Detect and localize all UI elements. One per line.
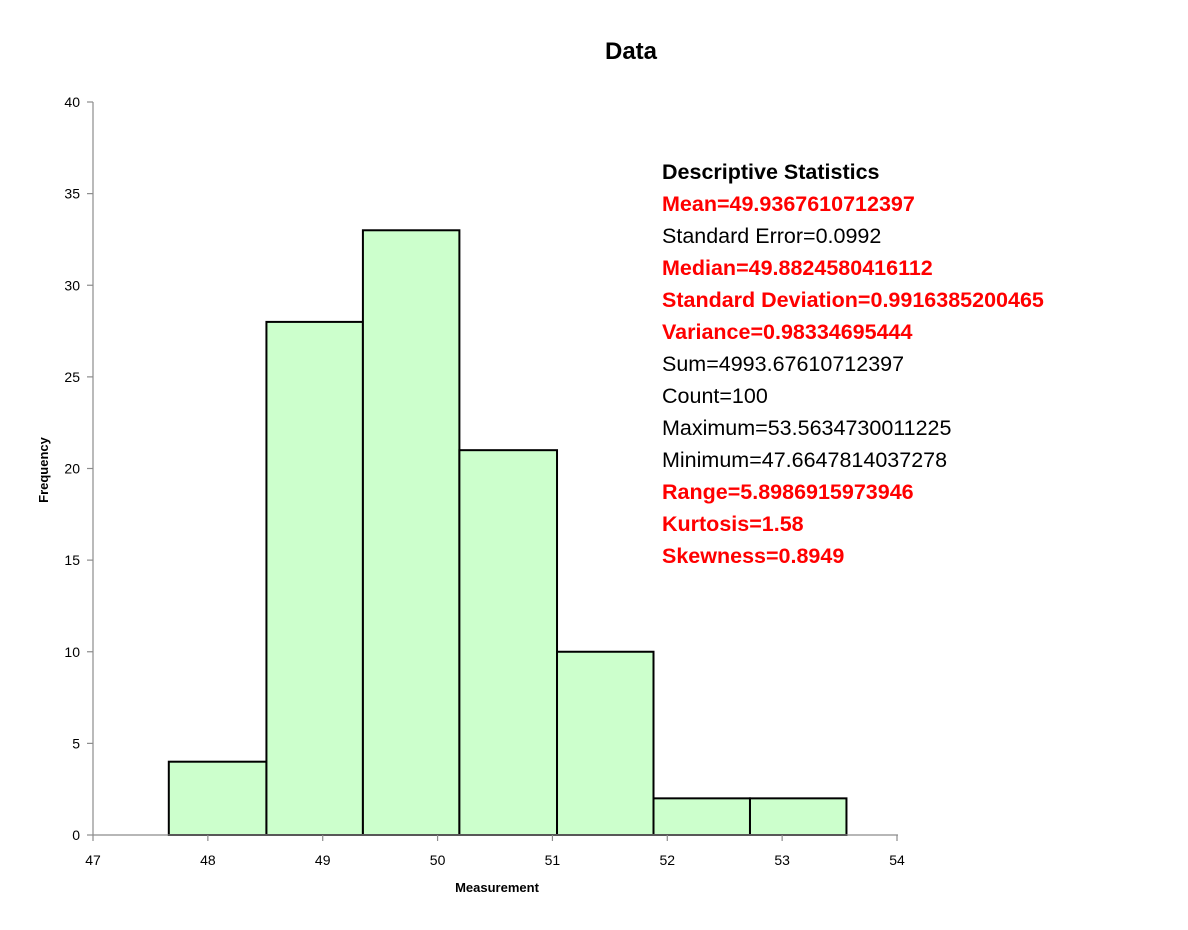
stat-line: Maximum=53.5634730011225 <box>662 416 952 440</box>
histogram-bar-6 <box>652 797 751 836</box>
histogram-bar-4 <box>458 449 559 836</box>
stats-heading: Descriptive Statistics <box>662 160 880 184</box>
x-tick-label: 49 <box>315 852 331 868</box>
stat-line: Kurtosis=1.58 <box>662 512 804 536</box>
y-tick-label: 40 <box>64 94 80 110</box>
histogram-bar-3 <box>361 229 461 836</box>
chart-title: Data <box>605 38 658 65</box>
x-tick-label: 50 <box>430 852 446 868</box>
y-tick-label: 30 <box>64 277 80 293</box>
x-axis-title: Measurement <box>455 880 539 895</box>
y-tick-label: 15 <box>64 552 80 568</box>
x-tick-label: 47 <box>85 852 101 868</box>
histogram-bar-5 <box>556 650 655 836</box>
histogram-bar-1 <box>167 760 268 837</box>
histogram-bar-2 <box>265 320 364 836</box>
stat-line: Variance=0.98334695444 <box>662 320 913 344</box>
y-axis-title: Frequency <box>36 436 51 503</box>
stat-line: Standard Error=0.0992 <box>662 224 882 248</box>
x-tick-label: 53 <box>774 852 790 868</box>
y-tick-label: 25 <box>64 369 80 385</box>
stats-list: Mean=49.9367610712397 Standard Error=0.09… <box>662 188 1182 572</box>
descriptive-statistics-panel: Descriptive Statistics Mean=49.936761071… <box>662 156 1182 572</box>
y-tick-label: 35 <box>64 186 80 202</box>
plot-area: 0 5 10 15 20 25 30 35 40 47 48 49 50 51 52 53 54 <box>64 94 905 868</box>
histogram-bar-7 <box>748 797 848 836</box>
y-tick-label: 20 <box>64 461 80 477</box>
stat-line: Mean=49.9367610712397 <box>662 192 915 216</box>
x-tick-label: 54 <box>889 852 905 868</box>
x-tick-label: 51 <box>545 852 561 868</box>
stat-line: Standard Deviation=0.9916385200465 <box>662 288 1044 312</box>
stat-line: Count=100 <box>662 384 768 408</box>
stat-line: Sum=4993.67610712397 <box>662 352 905 376</box>
x-tick-label: 48 <box>200 852 216 868</box>
y-tick-label: 5 <box>72 735 80 751</box>
stat-line: Median=49.8824580416112 <box>662 256 933 280</box>
stat-line: Skewness=0.8949 <box>662 544 845 568</box>
stat-line: Minimum=47.6647814037278 <box>662 448 948 472</box>
y-tick-label: 0 <box>72 827 80 843</box>
y-tick-label: 10 <box>64 644 80 660</box>
x-tick-label: 52 <box>659 852 675 868</box>
stat-line: Range=5.8986915973946 <box>662 480 914 504</box>
